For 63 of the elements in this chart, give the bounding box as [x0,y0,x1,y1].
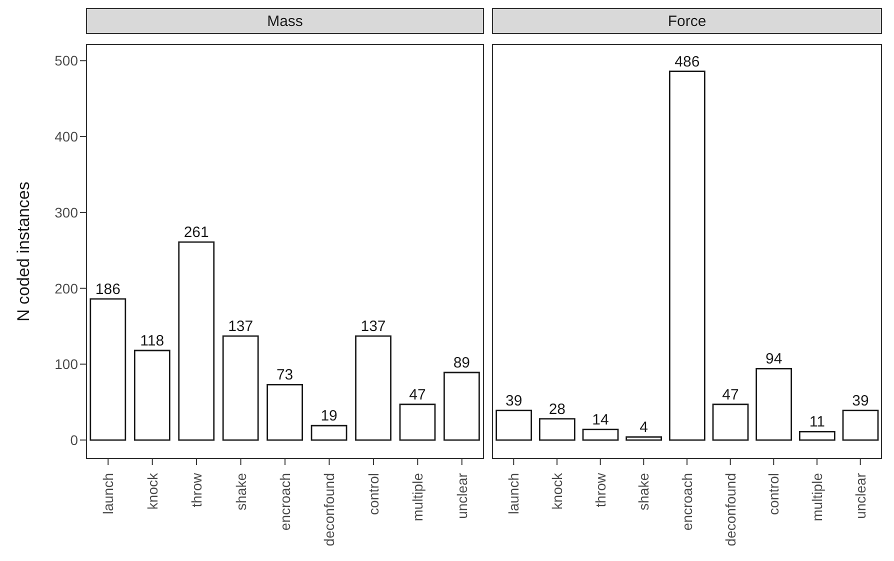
y-tick-label: 0 [70,432,78,448]
bar [842,410,879,441]
bar [582,428,619,441]
bar [399,404,436,441]
data-label: 28 [548,400,566,418]
data-label: 14 [592,411,609,428]
data-label: 11 [809,414,825,431]
x-tick-label: deconfound [321,473,338,546]
bar [90,298,126,441]
bar [668,70,706,441]
x-tick-label: shake [232,472,249,510]
bar [266,384,304,441]
x-tick-label: launch [506,473,522,514]
data-label: 137 [360,318,386,336]
x-tick-label: encroach [277,473,293,531]
bar [444,372,480,441]
data-label: 186 [95,280,120,298]
bar [310,424,348,441]
y-axis-title: N coded instances [14,182,34,322]
bar [712,404,749,441]
x-tick-label: throw [188,472,205,508]
data-label: 118 [140,332,164,350]
data-label: 89 [453,354,470,372]
bar [626,436,662,441]
data-label: 47 [409,386,426,404]
data-label: 73 [276,366,294,384]
bar [178,241,215,441]
y-tick-label: 300 [54,204,78,220]
x-tick-label: shake [636,472,652,510]
x-tick-label: multiple [809,472,825,522]
x-tick-label: multiple [410,472,426,522]
y-tick-label: 200 [54,280,78,296]
data-label: 39 [852,392,869,410]
data-label: 19 [320,408,338,425]
data-label: 94 [765,350,782,368]
x-tick-label: deconfound [722,473,738,546]
x-tick-label: unclear [852,472,868,519]
x-tick-label: throw [592,472,608,508]
x-tick-label: unclear [454,472,470,519]
data-label: 486 [674,53,700,70]
bar [538,418,576,441]
x-tick-label: control [365,473,382,516]
bar [355,335,392,441]
chart-title: Force [492,8,882,34]
bar [496,410,532,441]
bar [798,430,836,441]
chart-title: Mass [86,8,484,34]
x-tick-label: knock [549,472,565,510]
bar [222,335,259,441]
data-label: 137 [228,318,254,336]
bar [134,350,170,441]
x-tick-label: launch [100,473,116,514]
x-tick-label: knock [144,472,160,510]
x-tick-label: control [766,473,782,516]
data-label: 47 [722,386,739,404]
data-label: 39 [505,392,522,410]
y-tick-label: 100 [54,356,78,372]
data-label: 261 [184,224,209,242]
bar [756,368,792,441]
data-label: 4 [640,419,648,436]
x-tick-label: encroach [679,473,695,531]
y-tick-label: 500 [54,52,78,69]
y-tick-label: 400 [54,128,78,145]
